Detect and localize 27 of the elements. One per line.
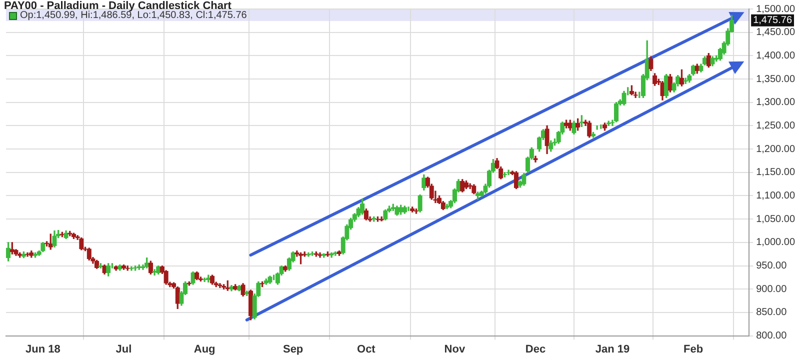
y-tick-label: 1,400.00 <box>756 50 796 62</box>
y-tick-label: 1,050.00 <box>756 214 796 225</box>
x-tick-label: Dec <box>525 343 546 356</box>
y-tick-label: 1,200.00 <box>756 144 796 155</box>
y-tick-label: 1,500.00 <box>756 4 796 15</box>
annotation: Op:1,450.99, Hi:1,486.59, Lo:1,450.83, Cl:1,475.76 <box>20 10 247 21</box>
y-tick-label: 800.00 <box>756 330 788 342</box>
y-tick-label: 950.00 <box>756 260 788 272</box>
text: 1,475.76 <box>753 15 792 26</box>
x-tick-label: Nov <box>444 343 466 356</box>
x-tick-label: Sep <box>282 343 304 356</box>
chart-title: PAY00 - Palladium - Daily Candlestick Chart <box>4 0 232 12</box>
y-tick-label: 1,000.00 <box>756 237 796 248</box>
y-tick-label: 1,450.00 <box>756 27 796 38</box>
y-tick-label: 1,100.00 <box>756 190 796 202</box>
y-tick-label: 1,300.00 <box>756 97 796 108</box>
y-tick-label: 900.00 <box>756 284 788 295</box>
x-tick-label: Feb <box>683 343 704 356</box>
y-tick-label: 1,150.00 <box>756 167 796 178</box>
y-tick-label: 850.00 <box>756 307 788 318</box>
x-tick-label: Jan 19 <box>595 343 630 356</box>
x-tick-label: Jun 18 <box>26 343 60 356</box>
x-tick-label: Aug <box>194 343 216 356</box>
y-tick-label: 1,350.00 <box>756 74 796 85</box>
x-tick-label: Jul <box>116 343 132 356</box>
y-tick-label: 1,250.00 <box>756 120 796 132</box>
x-tick-label: Oct <box>357 343 376 356</box>
